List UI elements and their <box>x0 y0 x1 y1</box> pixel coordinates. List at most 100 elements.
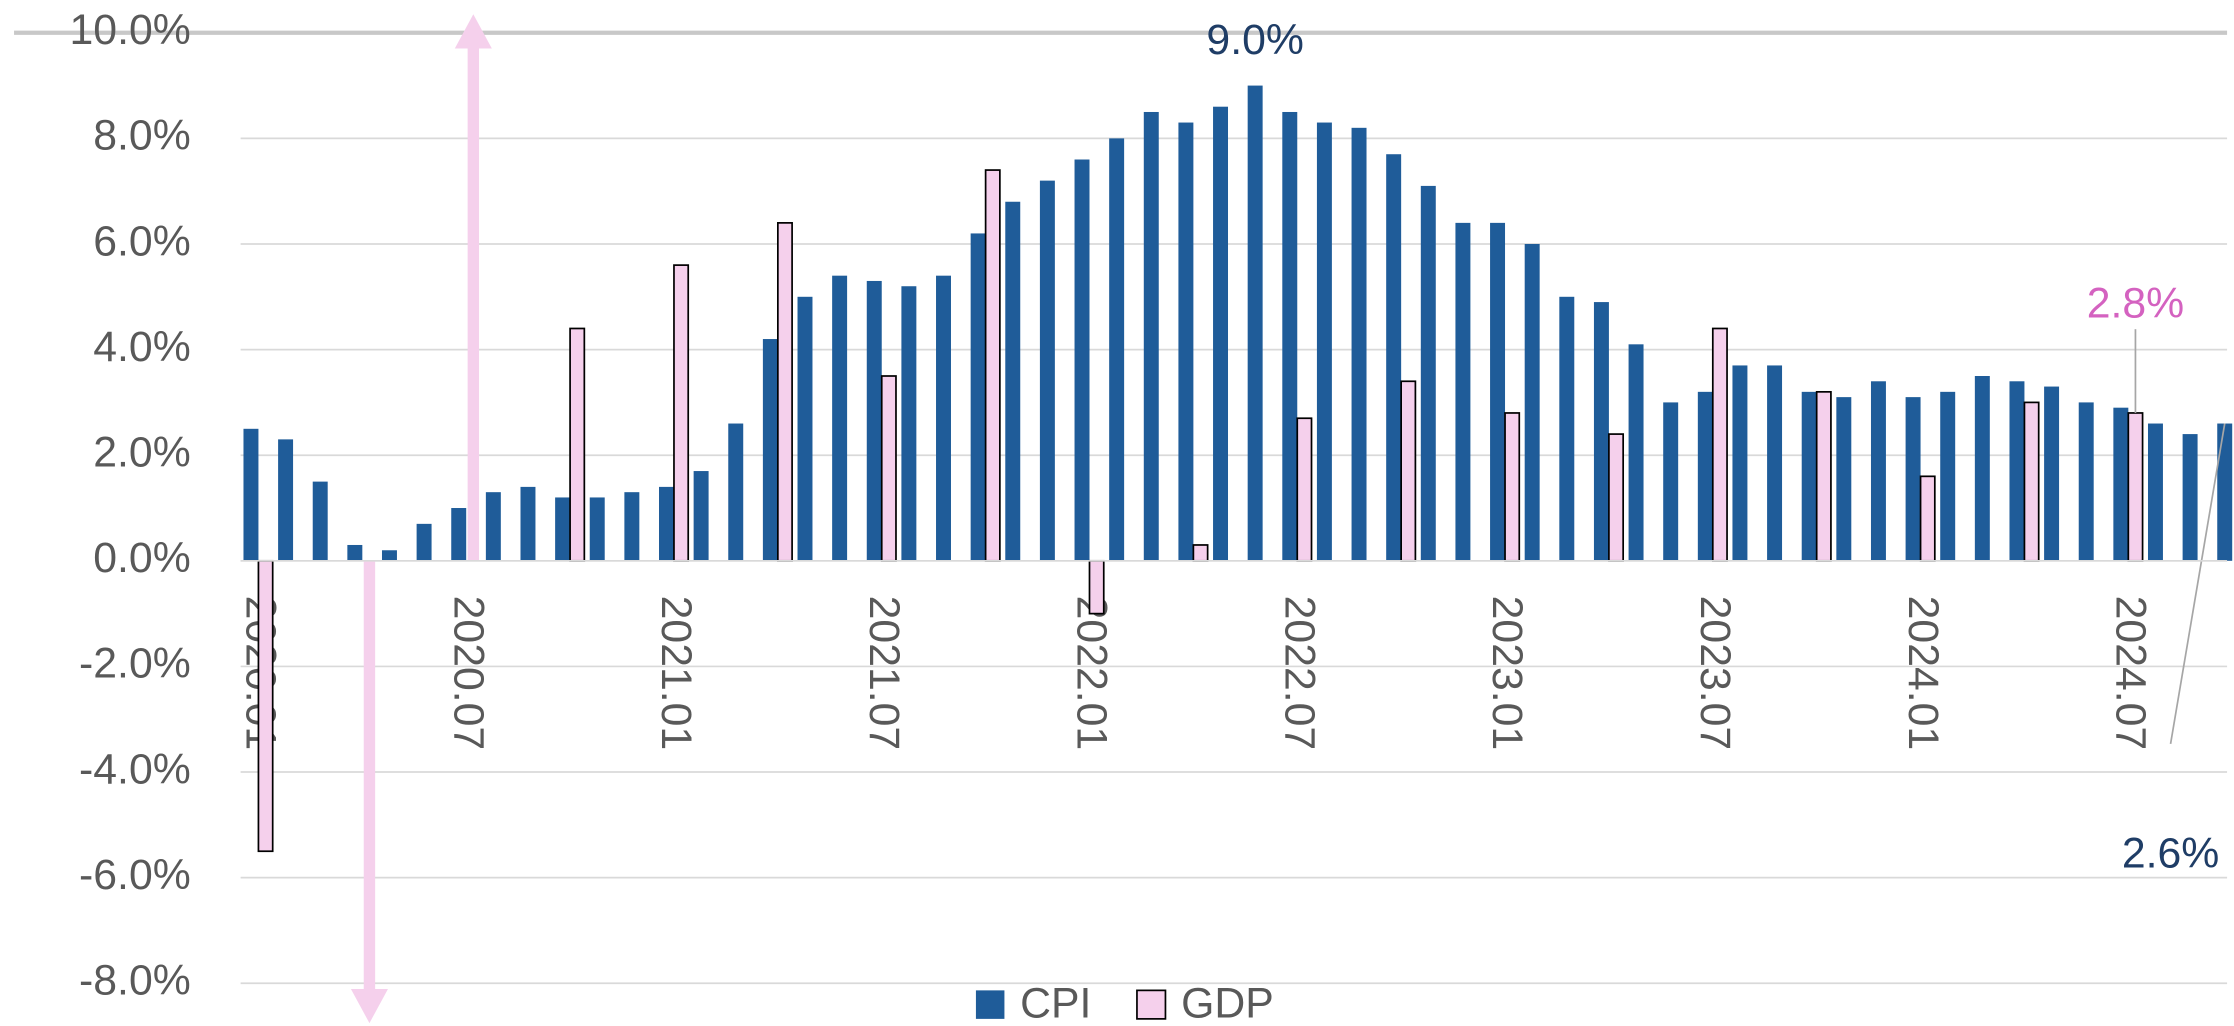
bar <box>984 169 1001 562</box>
bar <box>1316 122 1332 561</box>
bar <box>1663 402 1679 561</box>
arrow-head <box>350 988 388 1024</box>
bar <box>257 559 274 853</box>
bar <box>1213 106 1229 561</box>
bar <box>2182 434 2198 561</box>
bar <box>2044 386 2060 561</box>
bar <box>1504 412 1521 562</box>
bar <box>1039 180 1055 561</box>
data-label: 2.8% <box>2087 280 2184 328</box>
y-tick-label: -4.0% <box>79 745 191 793</box>
bar <box>1974 376 1990 561</box>
bar <box>1711 327 1728 562</box>
bar <box>1767 365 1783 561</box>
x-tick-label: 2024.01 <box>1899 596 1947 751</box>
bar <box>1697 391 1713 561</box>
y-tick-label: -6.0% <box>79 851 191 899</box>
bar <box>673 264 690 562</box>
x-tick-label: 2022.07 <box>1275 596 1323 751</box>
bar <box>347 544 363 561</box>
bar <box>776 222 793 562</box>
bar <box>1282 111 1298 561</box>
legend-swatch <box>1136 989 1167 1020</box>
bar <box>1420 185 1436 561</box>
legend-label: GDP <box>1181 979 1274 1026</box>
bar <box>1178 122 1194 561</box>
bar <box>312 481 328 561</box>
bar <box>1836 397 1852 561</box>
bar <box>451 508 467 561</box>
bar <box>1005 201 1021 561</box>
bar <box>901 286 917 561</box>
bar <box>832 275 848 561</box>
data-label: 2.6% <box>2122 830 2219 878</box>
y-tick-label: 4.0% <box>93 323 190 371</box>
bar <box>1400 380 1417 562</box>
bar <box>659 486 674 561</box>
bar <box>762 339 778 561</box>
legend-label: CPI <box>1020 979 1091 1026</box>
bar <box>1732 365 1748 561</box>
y-tick-label: 0.0% <box>93 534 190 582</box>
bar <box>693 471 709 561</box>
bar <box>880 375 897 562</box>
y-tick-label: 10.0% <box>70 6 191 54</box>
bar <box>569 327 586 562</box>
x-tick-label: 2023.07 <box>1691 596 1739 751</box>
bar <box>1109 138 1125 561</box>
bar <box>1815 390 1832 562</box>
bar <box>1386 154 1402 561</box>
bar <box>2009 381 2025 561</box>
bar <box>1192 544 1209 562</box>
bar <box>1801 391 1817 561</box>
bar <box>2023 401 2040 562</box>
x-tick-label: 2022.01 <box>1068 596 1116 751</box>
bar <box>1088 559 1105 615</box>
bar <box>243 428 259 561</box>
data-label: 9.0% <box>1206 16 1303 64</box>
bar <box>381 550 397 561</box>
bar <box>1919 475 1936 562</box>
y-tick-label: 8.0% <box>93 112 190 160</box>
bar <box>2127 412 2144 562</box>
bar <box>1628 344 1644 561</box>
bar <box>278 439 294 561</box>
y-tick-label: -8.0% <box>79 957 191 1005</box>
x-tick-label: 2020.07 <box>444 596 492 751</box>
bar <box>728 423 744 561</box>
bar <box>485 492 501 561</box>
bar <box>1455 222 1471 561</box>
bar <box>1296 417 1313 562</box>
bar <box>416 523 432 561</box>
bar <box>1593 302 1609 561</box>
bar <box>2113 407 2129 561</box>
bar <box>1905 397 1921 561</box>
bar <box>1608 433 1625 562</box>
bar <box>1143 111 1159 561</box>
bar <box>555 497 571 561</box>
x-tick-label: 2023.01 <box>1483 596 1531 751</box>
y-tick-label: 6.0% <box>93 217 190 265</box>
bar <box>936 275 951 561</box>
bar <box>520 486 536 561</box>
x-tick-label: 2021.07 <box>860 596 908 751</box>
bar <box>2217 423 2233 561</box>
bar <box>866 280 882 561</box>
arrow-head <box>454 14 492 49</box>
y-tick-label: 2.0% <box>93 429 190 477</box>
bar <box>1351 127 1367 561</box>
bar <box>2078 402 2094 561</box>
y-tick-label: -2.0% <box>79 640 191 688</box>
bar <box>1559 296 1575 561</box>
bar <box>624 492 640 561</box>
bar <box>1247 85 1263 561</box>
x-tick-label: 2021.01 <box>652 596 700 751</box>
bar <box>2147 423 2163 561</box>
leader-line <box>2169 423 2226 744</box>
x-tick-label: 2024.07 <box>2107 596 2155 751</box>
bar <box>1524 243 1540 561</box>
bar <box>970 233 986 561</box>
bar <box>1940 391 1956 561</box>
